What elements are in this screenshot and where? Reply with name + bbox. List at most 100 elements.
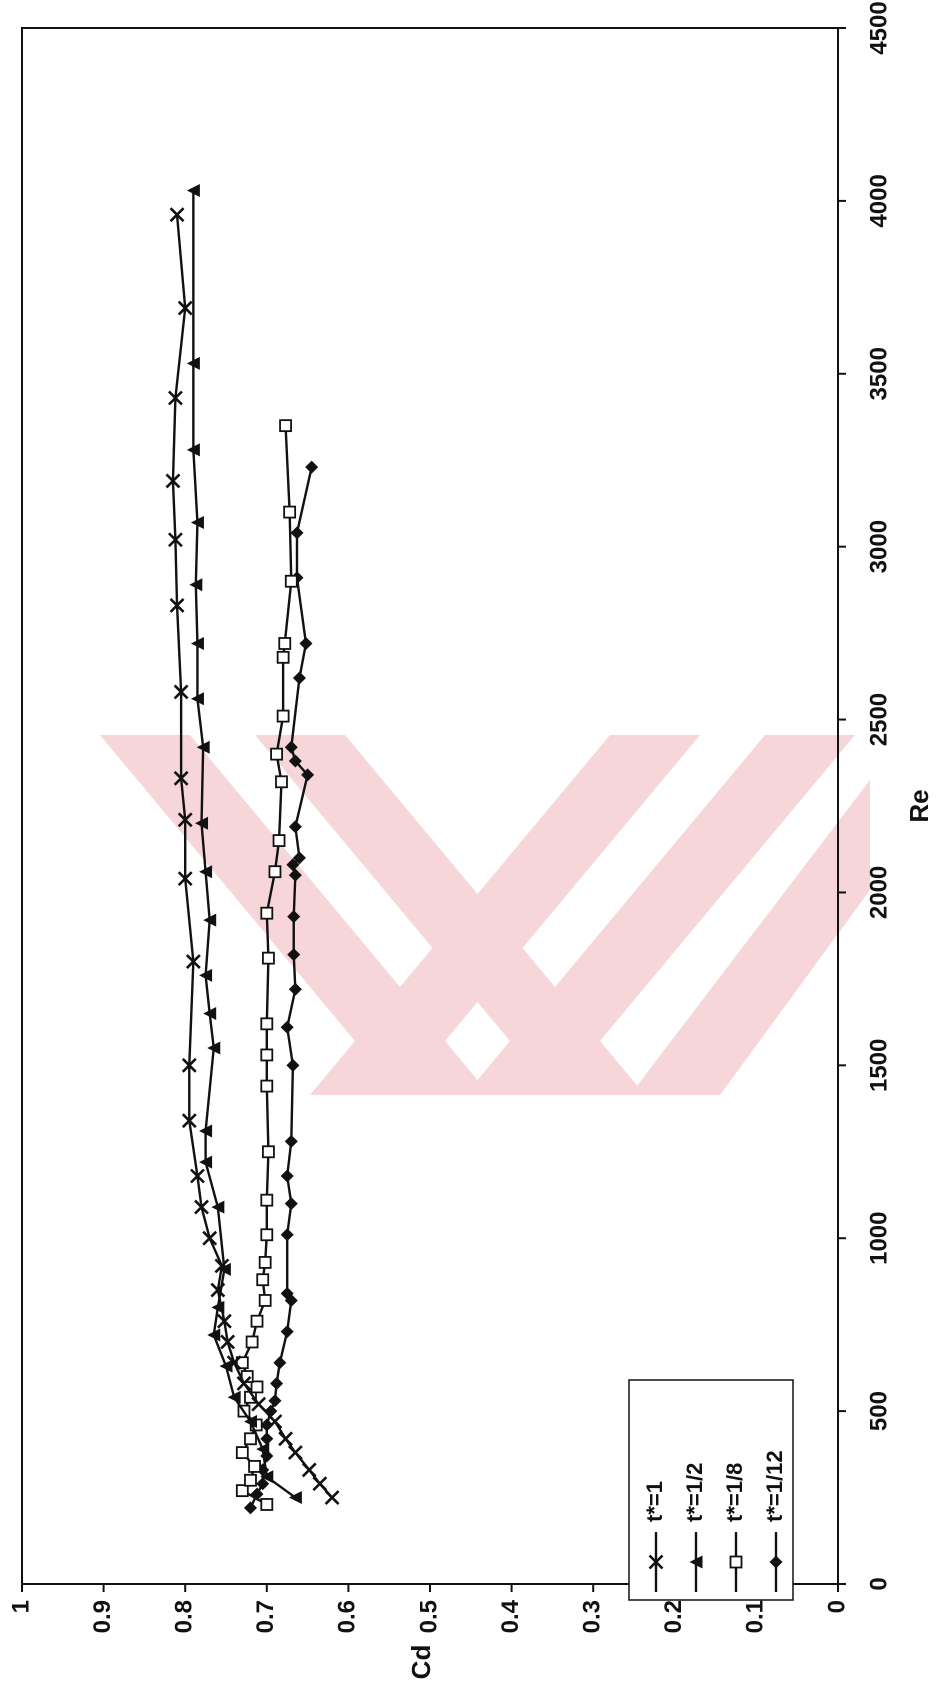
- series-3-point: [194, 1199, 209, 1215]
- legend-marker: [769, 1555, 783, 1569]
- legend-marker: [689, 1555, 703, 1569]
- series-1-point: [256, 1273, 270, 1287]
- y-tick-label: 0.2: [660, 1600, 687, 1633]
- series-3-point: [173, 684, 189, 700]
- x-tick-label: 0: [865, 1577, 892, 1590]
- series-0-point: [292, 851, 306, 865]
- y-tick-label: 0.6: [334, 1600, 361, 1633]
- y-tick-label: 1: [7, 1600, 34, 1613]
- legend-label: t*=1: [642, 1481, 667, 1522]
- series-3-point: [167, 390, 183, 406]
- series-0-point: [286, 858, 300, 872]
- series-1-point: [250, 1314, 264, 1328]
- series-3-point: [214, 1258, 230, 1274]
- series-3-point: [210, 1282, 226, 1298]
- series-1-point: [235, 1484, 249, 1498]
- series-0-point: [256, 1477, 270, 1491]
- series-2-point: [211, 1200, 225, 1214]
- series-1-point: [250, 1380, 264, 1394]
- legend-marker: [729, 1555, 743, 1569]
- y-tick-label: 0.7: [252, 1600, 279, 1633]
- series-3-point: [216, 1313, 232, 1329]
- legend-marker: [648, 1554, 664, 1570]
- series-2-point: [260, 1470, 274, 1484]
- series-2-point: [190, 692, 204, 706]
- series-1-point: [235, 1356, 249, 1370]
- series-3-point: [312, 1476, 328, 1492]
- series-0-point: [284, 1197, 298, 1211]
- legend: t*=1/12 t*=1/8 t*=1/2 t*=1: [628, 1379, 794, 1601]
- axes: 0 500 1000 1500 2000 2500 3000 3500 4000 4500 0 0.1…: [7, 1, 892, 1633]
- series-1-point: [270, 747, 283, 761]
- series-0-point: [290, 526, 304, 540]
- y-tick-label: 0.8: [171, 1600, 198, 1633]
- series-3-point: [236, 1376, 252, 1391]
- series-1-point: [260, 1193, 274, 1207]
- x-tick-label: 500: [865, 1391, 892, 1431]
- series-3-point: [278, 1431, 293, 1447]
- series-0-point: [243, 1501, 257, 1515]
- series-1-point: [275, 775, 288, 789]
- series-3-point: [324, 1490, 340, 1505]
- x-axis-title: Re: [904, 789, 934, 822]
- x-tick-label: 2500: [865, 693, 892, 746]
- series-2-point: [199, 865, 213, 879]
- series-3-point: [220, 1334, 236, 1350]
- series-2-point: [190, 636, 204, 650]
- series-1-point: [245, 1335, 259, 1349]
- series-3-point: [169, 598, 185, 613]
- series-2-point: [199, 1155, 213, 1169]
- series-2-point: [186, 356, 200, 370]
- series-3-point: [226, 1355, 242, 1371]
- y-tick-label: 0: [823, 1600, 850, 1613]
- series-2-point: [227, 1390, 241, 1404]
- series-1-point: [276, 709, 290, 723]
- series-0-point: [280, 1287, 294, 1301]
- series-1-point: [279, 419, 292, 433]
- series-0-point: [288, 868, 302, 882]
- series-3-point: [167, 532, 183, 548]
- y-tick-label: 0.1: [742, 1600, 769, 1633]
- series-0-point: [288, 820, 302, 834]
- series-0-point: [280, 1325, 294, 1339]
- series-0: [243, 460, 319, 1515]
- series-3-point: [287, 1445, 303, 1461]
- series-1-point: [262, 1145, 275, 1159]
- series-2-line: [192, 190, 297, 1499]
- series-0-point: [280, 1228, 294, 1242]
- series-0-point: [287, 948, 301, 962]
- series-3-point: [177, 812, 193, 828]
- y-tick-label: 0.5: [415, 1600, 442, 1633]
- legend-entry: t*=1/2: [682, 1463, 707, 1592]
- x-tick-label: 4000: [865, 174, 892, 227]
- x-tick-label: 3000: [865, 520, 892, 573]
- y-axis-title: Cd: [406, 1645, 436, 1680]
- legend-label: t*=1/12: [762, 1450, 787, 1522]
- series-3-point: [165, 473, 181, 489]
- y-tick-label: 0.4: [497, 1599, 524, 1633]
- series-0-point: [284, 1134, 298, 1148]
- series-3-point: [181, 1057, 197, 1073]
- series-3-point: [267, 1414, 283, 1429]
- series-0-point: [305, 460, 319, 474]
- series-2-point: [199, 1124, 213, 1138]
- series-3-point: [177, 871, 193, 887]
- series-3-point: [173, 770, 189, 786]
- series-0-point: [260, 1432, 274, 1446]
- series-1-point: [268, 865, 282, 879]
- series-3-point: [190, 1168, 205, 1184]
- series-0-point: [292, 671, 306, 685]
- series-0-point: [280, 1020, 294, 1034]
- series-3-point: [202, 1230, 218, 1246]
- series-0-point: [286, 1058, 300, 1072]
- series-2-point: [186, 443, 200, 457]
- series-2-point: [203, 913, 217, 927]
- series-layer: [165, 184, 340, 1515]
- x-tick-label: 4500: [865, 1, 892, 54]
- series-1-point: [260, 1498, 274, 1511]
- series-3-point: [185, 954, 201, 970]
- series-1-point: [258, 1256, 272, 1269]
- series-0-point: [287, 910, 301, 924]
- series-0-point: [288, 982, 302, 996]
- series-2-point: [196, 740, 210, 754]
